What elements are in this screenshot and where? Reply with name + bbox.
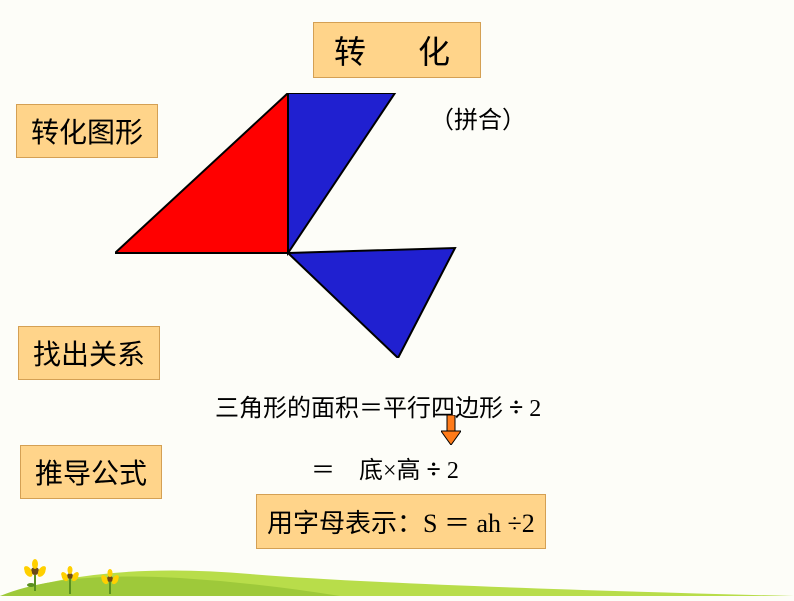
grass-decoration bbox=[0, 536, 794, 596]
triangle-red bbox=[115, 93, 288, 253]
label-derive-formula: 推导公式 bbox=[20, 445, 162, 499]
arrow-down-icon bbox=[441, 415, 461, 445]
triangle-blue-top bbox=[288, 93, 395, 253]
formula-2-pre: ＝ 底×高 bbox=[311, 458, 427, 484]
triangles-svg bbox=[115, 93, 475, 358]
formula-2-post: 2 bbox=[441, 458, 459, 484]
triangle-blue-bottom bbox=[288, 248, 455, 358]
formula-1-post: 2 bbox=[523, 396, 541, 422]
triangles-diagram bbox=[115, 93, 475, 358]
formula-1-pre: 三角形的面积＝平行四边形 bbox=[215, 396, 509, 422]
formula-2-op: ÷ bbox=[427, 455, 441, 484]
title-box: 转 化 bbox=[313, 22, 481, 78]
formula-2: ＝ 底×高 ÷ 2 bbox=[311, 450, 459, 485]
formula-1-op: ÷ bbox=[509, 393, 523, 422]
formula-1: 三角形的面积＝平行四边形 ÷ 2 bbox=[215, 388, 541, 423]
